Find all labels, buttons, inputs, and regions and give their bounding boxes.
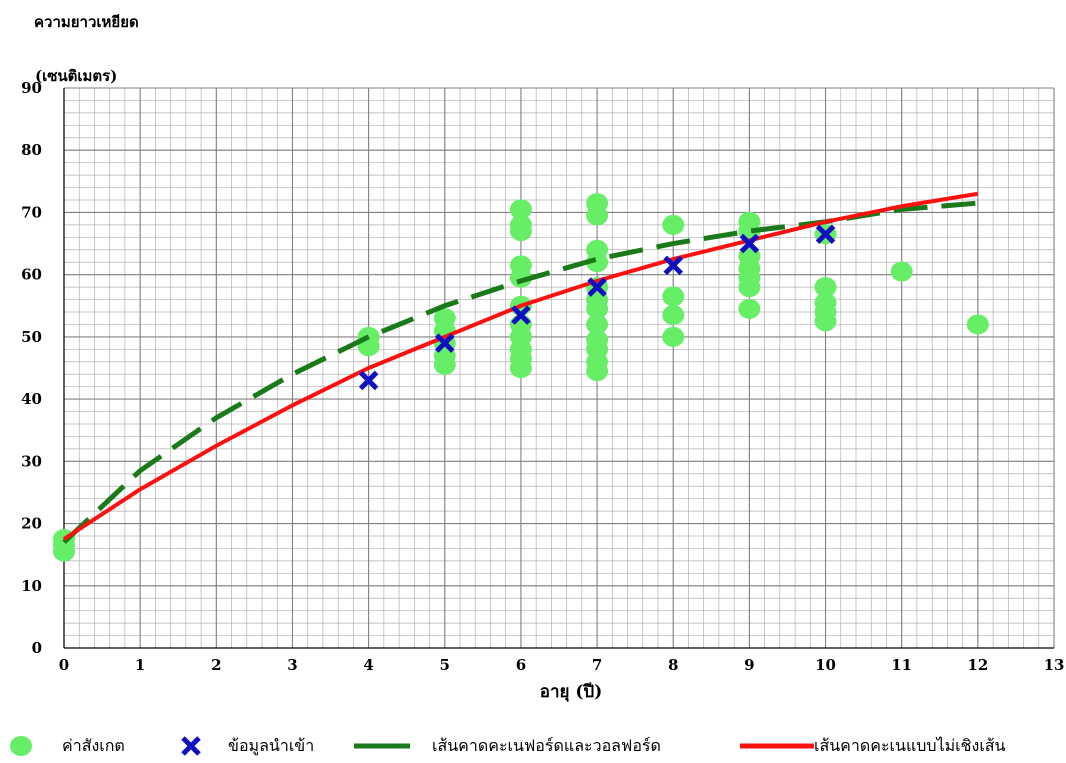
legend-green-dot-icon bbox=[10, 736, 32, 756]
input-point-x-stroke bbox=[435, 333, 455, 353]
x-axis-title: อายุ (ปี) bbox=[540, 681, 603, 702]
x-tick-label: 10 bbox=[815, 656, 836, 674]
x-tick-label: 2 bbox=[211, 656, 221, 674]
x-tick-label: 1 bbox=[135, 656, 145, 674]
input-point-x bbox=[815, 224, 836, 244]
input-point-x bbox=[511, 305, 531, 325]
y-tick-label: 40 bbox=[21, 390, 42, 408]
legend-label-observed: ค่าสังเกต bbox=[62, 735, 125, 755]
x-tick-label: 4 bbox=[363, 656, 373, 674]
nonlinear-red-line bbox=[62, 191, 979, 541]
x-tick-label: 5 bbox=[440, 656, 450, 674]
x-tick-label: 13 bbox=[1044, 656, 1065, 674]
y-tick-label: 30 bbox=[21, 452, 42, 470]
legend-item-input: ข้อมูลนำเข้า bbox=[180, 732, 314, 760]
observed-point bbox=[433, 308, 456, 329]
y-tick-label: 90 bbox=[21, 79, 42, 97]
legend-label-vbgf: เส้นคาดคะเนฟอร์ดและวอลฟอร์ด bbox=[432, 735, 661, 755]
input-point-x-stroke bbox=[815, 224, 836, 244]
x-tick-label: 11 bbox=[891, 656, 912, 674]
observed-point bbox=[662, 286, 685, 307]
input-point-x bbox=[435, 333, 455, 353]
y-axis-title-line2: (เซนติเมตร) bbox=[35, 67, 118, 85]
x-tick-label: 6 bbox=[516, 656, 526, 674]
y-tick-label: 60 bbox=[21, 266, 42, 284]
observed-point bbox=[738, 298, 761, 319]
input-point-x-stroke bbox=[663, 255, 683, 276]
y-tick-label: 50 bbox=[21, 328, 42, 346]
observed-point bbox=[814, 292, 837, 313]
observed-point bbox=[586, 239, 609, 260]
input-point-x bbox=[358, 370, 379, 391]
observed-point bbox=[814, 277, 837, 298]
observed-point bbox=[586, 193, 609, 214]
x-tick-label: 9 bbox=[744, 656, 754, 674]
input-point-x bbox=[739, 233, 760, 254]
observed-point bbox=[966, 314, 989, 335]
input-point-x-stroke bbox=[511, 305, 531, 325]
plot-background bbox=[64, 88, 1054, 648]
observed-point bbox=[662, 326, 685, 347]
legend-red-line-icon bbox=[740, 743, 814, 749]
grid-major bbox=[63, 87, 1055, 649]
y-tick-label: 80 bbox=[21, 141, 42, 159]
legend: ค่าสังเกต ข้อมูลนำเข้า เส้นคาดคะเนฟอร์ดแ… bbox=[0, 732, 1066, 760]
legend-blue-x-icon bbox=[181, 736, 201, 756]
observed-point bbox=[662, 305, 685, 326]
legend-label-input: ข้อมูลนำเข้า bbox=[228, 735, 315, 755]
input-point-x-stroke bbox=[739, 233, 760, 254]
observed-point bbox=[586, 314, 609, 335]
observed-point bbox=[509, 199, 532, 220]
legend-green-dash-icon bbox=[354, 743, 410, 749]
observed-point bbox=[509, 214, 532, 235]
input-point-x bbox=[663, 255, 683, 276]
input-point-x-stroke bbox=[358, 370, 379, 391]
input-point-x bbox=[587, 277, 607, 297]
observed-point bbox=[586, 330, 609, 350]
observed-point bbox=[662, 214, 685, 235]
legend-item-observed: ค่าสังเกต bbox=[10, 732, 125, 760]
x-tick-label: 0 bbox=[59, 656, 69, 674]
observed-point bbox=[738, 211, 761, 232]
x-tick-label: 8 bbox=[668, 656, 678, 674]
observed-point bbox=[890, 261, 913, 282]
y-axis-title-line1: ความยาวเหยียด bbox=[34, 13, 139, 31]
y-tick-label: 20 bbox=[21, 515, 42, 533]
observed-point bbox=[509, 255, 532, 276]
x-tick-label: 3 bbox=[287, 656, 297, 674]
x-tick-label: 7 bbox=[592, 656, 602, 674]
input-point-x-stroke bbox=[587, 277, 607, 297]
y-tick-label: 10 bbox=[21, 577, 42, 595]
x-tick-label: 12 bbox=[967, 656, 988, 674]
legend-item-vbgf: เส้นคาดคะเนฟอร์ดและวอลฟอร์ด bbox=[354, 732, 661, 760]
y-tick-label: 0 bbox=[32, 639, 42, 657]
legend-label-nonlinear: เส้นคาดคะเนแบบไม่เชิงเส้น bbox=[814, 735, 1006, 755]
y-tick-label: 70 bbox=[21, 203, 42, 221]
legend-item-nonlinear: เส้นคาดคะเนแบบไม่เชิงเส้น bbox=[740, 732, 1005, 760]
